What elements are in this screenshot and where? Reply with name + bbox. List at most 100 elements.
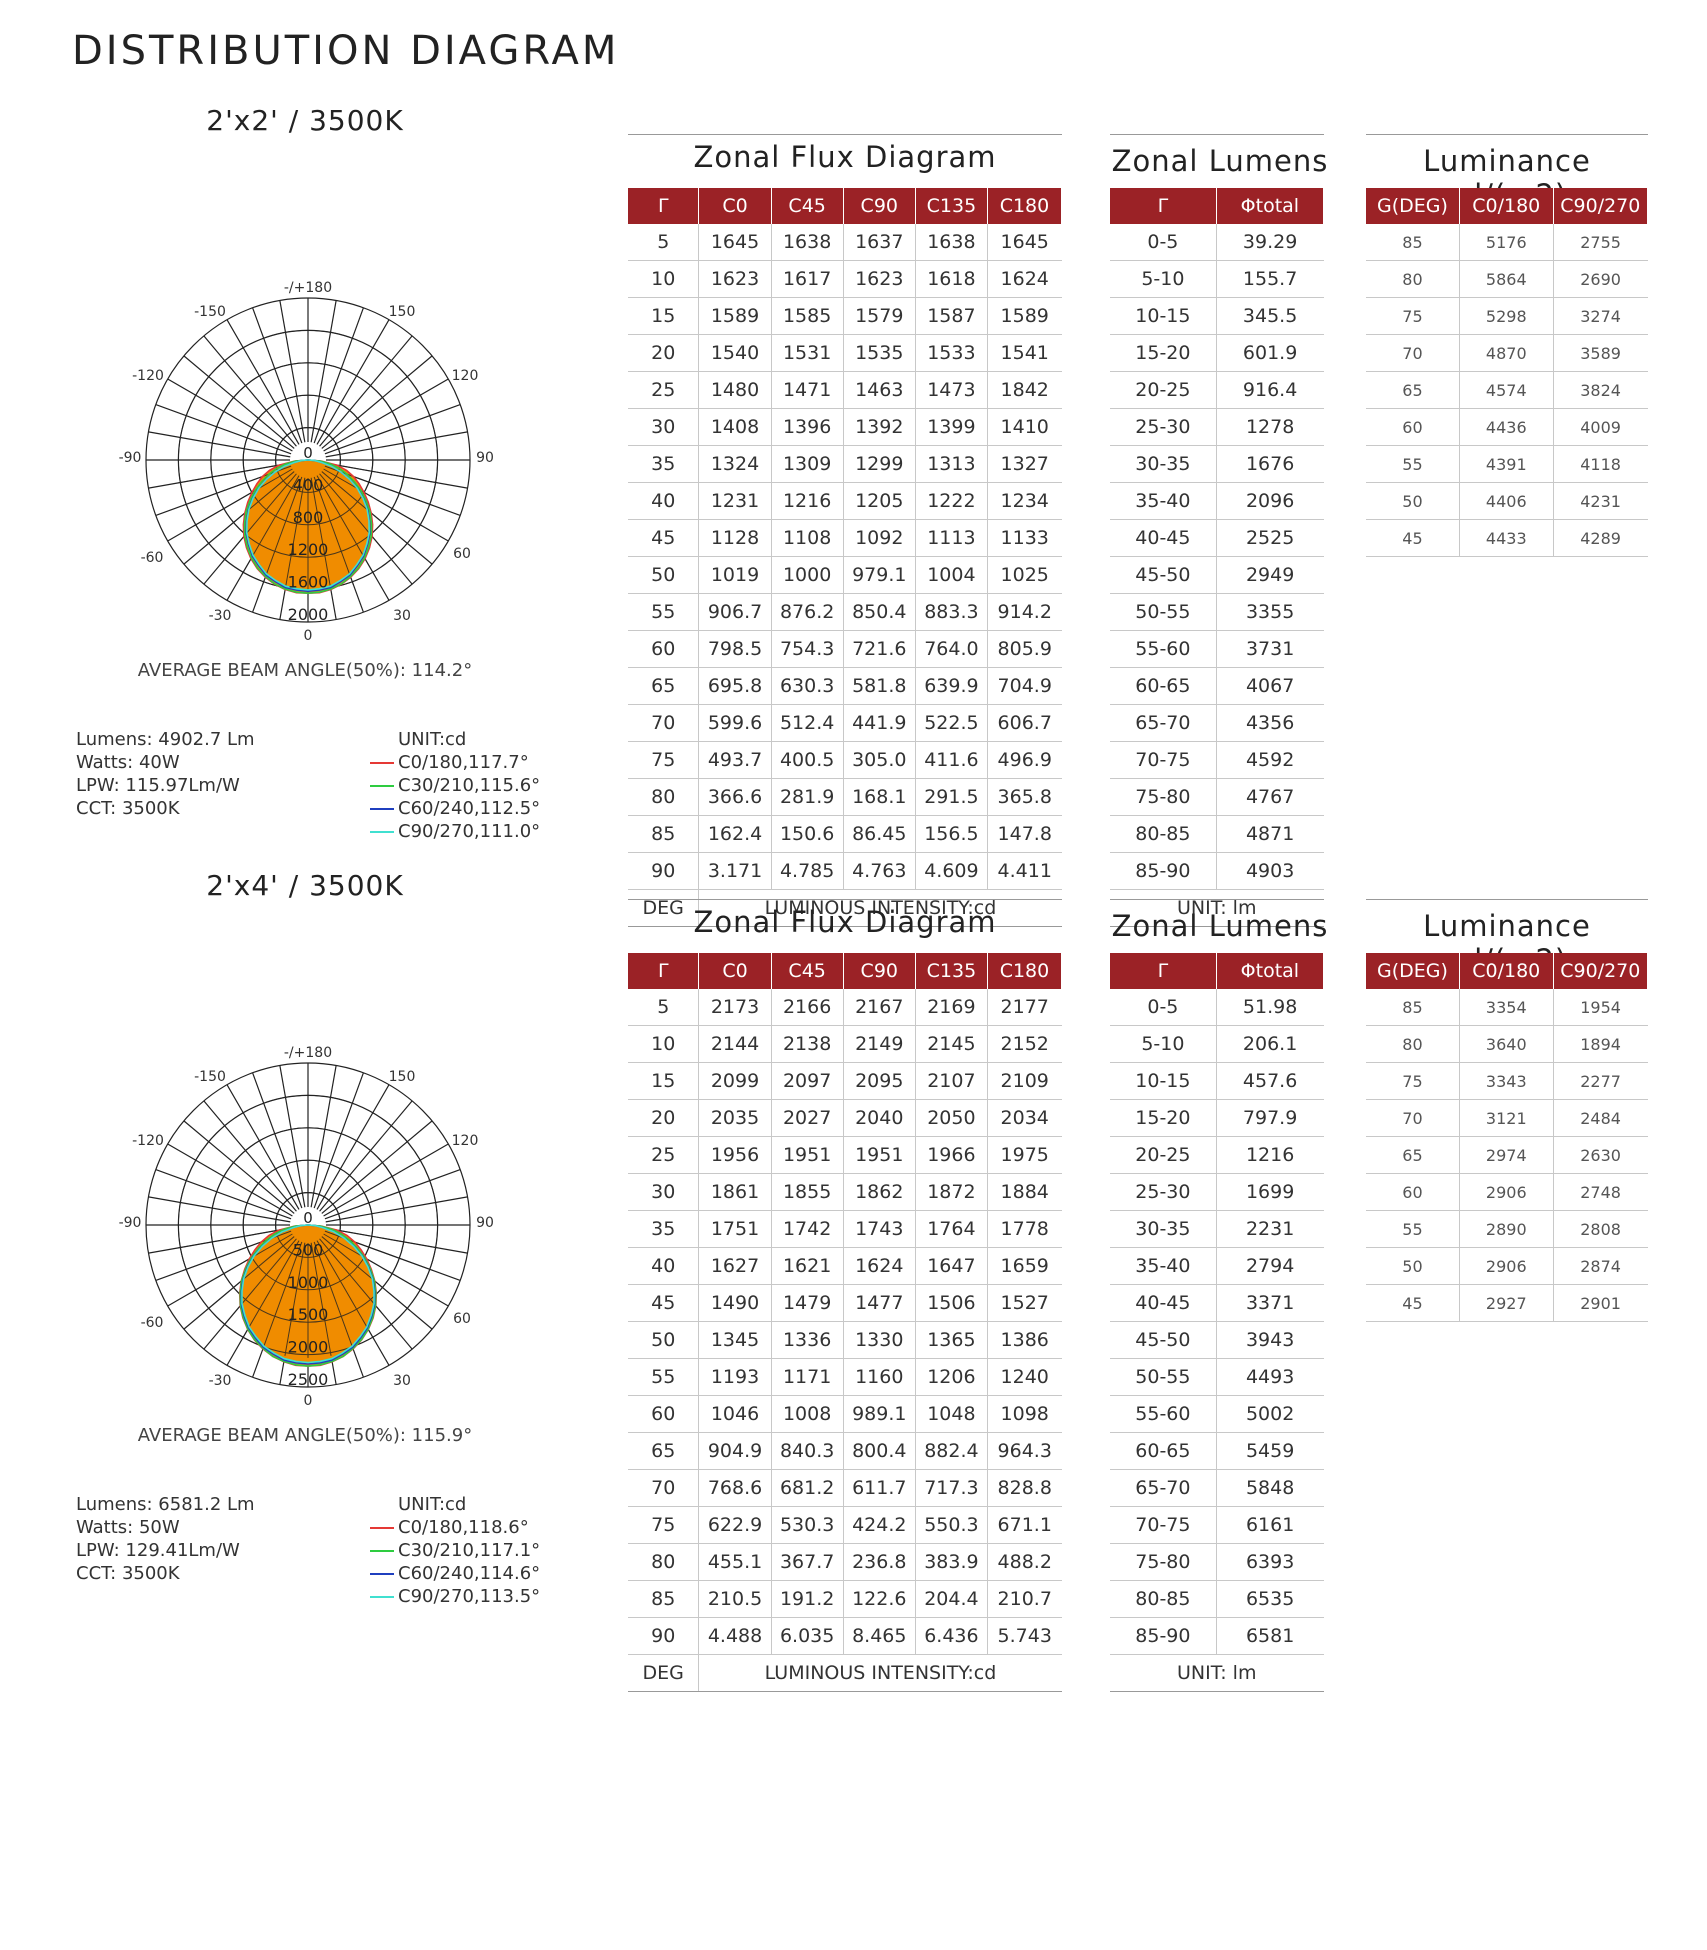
table-cell: 840.3 <box>770 1432 844 1470</box>
legend-label: C90/270,111.0° <box>398 821 541 842</box>
spec-line: Watts: 40W <box>76 752 180 773</box>
spec-line: CCT: 3500K <box>76 1563 180 1584</box>
polar-spoke <box>325 1196 468 1223</box>
polar-spoke <box>203 1100 297 1212</box>
table-row: 85-90 6581 <box>1110 1617 1324 1655</box>
radial-label: 0 <box>303 444 313 462</box>
table-row: 65-70 4356 <box>1110 704 1324 742</box>
spec-line: Lumens: 6581.2 Lm <box>76 1494 255 1515</box>
table-cell: 40-45 <box>1110 1284 1217 1322</box>
table-cell: 1951 <box>770 1136 844 1174</box>
table-cell: 70-75 <box>1110 741 1217 779</box>
table-header-cell: Γ <box>628 953 700 989</box>
table-cell: 1386 <box>986 1321 1062 1359</box>
table-cell: 883.3 <box>914 593 988 631</box>
table-footer-row: UNIT: lm <box>1110 889 1324 927</box>
table-row: 85 5176 2755 <box>1366 224 1648 261</box>
table-cell: 4.763 <box>842 852 916 890</box>
angle-label: -150 <box>194 304 226 320</box>
table-cell: 1278 <box>1215 408 1324 446</box>
table-cell: 1743 <box>842 1210 916 1248</box>
table-header-row: G(DEG) C0/180 C90/270 <box>1366 188 1649 224</box>
polar-spoke-overlay <box>325 462 439 484</box>
table-cell: 768.6 <box>698 1469 772 1507</box>
polar-spoke-overlay <box>319 473 394 563</box>
table-cell: 1956 <box>698 1136 772 1174</box>
polar-spoke-overlay <box>262 1241 303 1350</box>
divider <box>628 134 1062 135</box>
table-row: 15-20 797.9 <box>1110 1099 1324 1137</box>
table-cell: 35 <box>628 1210 699 1248</box>
table-cell: 4.609 <box>914 852 988 890</box>
table-cell: 75 <box>1366 297 1460 335</box>
table-cell: 366.6 <box>698 778 772 816</box>
table-cell: 1842 <box>986 371 1062 409</box>
radial-label: 0 <box>303 1209 313 1227</box>
table-cell: 51.98 <box>1215 989 1324 1026</box>
table-cell: 1477 <box>842 1284 916 1322</box>
table-cell: 3589 <box>1552 334 1648 372</box>
table-cell: 60 <box>1366 1173 1460 1211</box>
polar-spoke <box>324 1169 461 1220</box>
polar-spoke-overlay <box>321 471 411 546</box>
table-cell: 964.3 <box>986 1432 1062 1470</box>
table-header-cell: C45 <box>771 953 844 989</box>
table-cell: 1222 <box>914 482 988 520</box>
table-cell: 805.9 <box>986 630 1062 668</box>
table-cell: 6393 <box>1215 1543 1324 1581</box>
table-row: 10-15 345.5 <box>1110 297 1324 335</box>
polar-spoke <box>316 1084 390 1210</box>
table-cell: 1618 <box>914 260 988 298</box>
table-cell: 367.7 <box>770 1543 844 1581</box>
lumens-unit-label: UNIT: lm <box>1110 889 1324 927</box>
table-cell: 45-50 <box>1110 556 1217 594</box>
table-cell: 797.9 <box>1215 1099 1324 1137</box>
table-cell: 1336 <box>770 1321 844 1359</box>
table-cell: 400.5 <box>770 741 844 779</box>
table-cell: 1171 <box>770 1358 844 1396</box>
table-cell: 1108 <box>770 519 844 557</box>
table-cell: 35-40 <box>1110 1247 1217 1285</box>
table-row: 80 455.1 367.7 236.8 383.9 488.2 <box>628 1543 1062 1581</box>
polar-spoke-overlay <box>284 477 306 591</box>
table-cell: 60 <box>1366 408 1460 446</box>
polar-spoke-overlay <box>316 1240 375 1341</box>
table-cell: 2050 <box>914 1099 988 1137</box>
legend-item: C60/240,112.5° <box>370 797 540 820</box>
table-cell: 457.6 <box>1215 1062 1324 1100</box>
table-cell: 25-30 <box>1110 408 1217 446</box>
table-row: 30-35 1676 <box>1110 445 1324 483</box>
polar-spoke <box>183 1120 295 1214</box>
table-cell: 4009 <box>1552 408 1648 446</box>
table-cell: 2035 <box>698 1099 772 1137</box>
table-row: 35-40 2794 <box>1110 1247 1324 1285</box>
table-cell: 1627 <box>698 1247 772 1285</box>
table-cell: 2906 <box>1458 1247 1554 1285</box>
table-cell: 411.6 <box>914 741 988 779</box>
table-cell: 55-60 <box>1110 1395 1217 1433</box>
table-row: 10-15 457.6 <box>1110 1062 1324 1100</box>
table-cell: 3355 <box>1215 593 1324 631</box>
table-cell: 20-25 <box>1110 1136 1217 1174</box>
table-cell: 2949 <box>1215 556 1324 594</box>
table-cell: 1327 <box>986 445 1062 483</box>
table-cell: 50-55 <box>1110 593 1217 631</box>
divider <box>1110 899 1324 900</box>
table-cell: 2040 <box>842 1099 916 1137</box>
divider <box>628 899 1062 900</box>
table-cell: 6535 <box>1215 1580 1324 1618</box>
polar-spoke <box>316 319 390 445</box>
table-row: 15-20 601.9 <box>1110 334 1324 372</box>
table-row: 60-65 4067 <box>1110 667 1324 705</box>
polar-spoke-overlay <box>262 476 303 585</box>
table-cell: 2167 <box>842 989 916 1026</box>
table-cell: 904.9 <box>698 1432 772 1470</box>
table-cell: 2690 <box>1552 260 1648 298</box>
data-table: Γ Φtotal 0-5 39.29 5-10 155.7 10-15 345.5 15-20 6… <box>1110 188 1325 927</box>
table-cell: 522.5 <box>914 704 988 742</box>
table-cell: 1894 <box>1552 1025 1648 1063</box>
table-cell: 1234 <box>986 482 1062 520</box>
legend-label: C90/270,113.5° <box>398 1586 541 1607</box>
table-cell: 45 <box>628 1284 699 1322</box>
angle-label: -60 <box>141 550 164 566</box>
